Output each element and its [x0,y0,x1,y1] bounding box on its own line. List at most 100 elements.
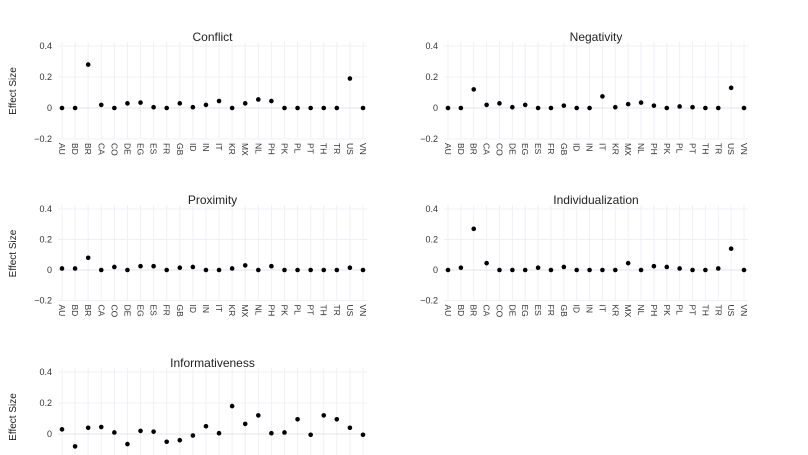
data-point-it [600,94,605,99]
x-tick-label: KR [227,305,237,317]
data-point-th [321,105,327,111]
x-tick-label: EG [520,305,530,317]
x-tick-label: IT [597,305,607,313]
data-point-ca [484,102,489,108]
data-point-au [445,267,451,273]
x-tick-label: BR [469,143,479,155]
x-tick-label: CA [482,305,492,317]
data-point-de [125,101,130,106]
data-point-pt [690,267,695,273]
y-tick-label: −0.2 [420,296,438,306]
y-tick-label: 0.2 [39,235,52,245]
data-point-tr [715,105,721,111]
data-point-th [703,105,708,111]
x-tick-label: BR [469,305,479,317]
data-point-in [203,267,209,273]
data-point-ph [269,430,274,436]
data-point-pt [308,105,313,111]
data-point-in [203,423,209,429]
data-point-pt [308,267,313,273]
data-point-id [190,264,196,270]
data-point-vn [360,105,366,111]
x-tick-label: EG [520,143,530,155]
y-tick-label: −0.2 [34,134,52,144]
x-tick-label: TR [332,305,342,316]
data-point-eg [138,100,143,105]
x-tick-label: DE [122,143,132,155]
data-point-nl [256,97,261,102]
data-point-es [151,263,156,269]
y-tick-label: 0 [433,265,438,275]
x-tick-label: KR [610,305,620,317]
x-tick-label: IT [214,143,224,151]
x-tick-label: CA [482,143,492,155]
data-point-it [600,267,605,273]
data-point-id [190,104,196,110]
x-tick-label: DE [507,143,517,155]
x-tick-label: EG [136,143,146,155]
x-tick-label: PK [279,305,289,317]
x-tick-label: VN [358,305,368,317]
x-tick-label: IN [201,305,211,314]
panel-conflict: 0.4 0.2 0 −0.2 Conflict Effect Size AU BD BR CA CO… [8,30,368,156]
x-tick-label: KR [227,143,237,155]
data-point-ca [484,260,489,266]
x-tick-label: NL [253,305,263,316]
data-point-ph [651,263,657,269]
data-point-kr [229,403,235,409]
y-tick-label: 0.4 [39,204,52,214]
data-point-fr [548,267,554,273]
data-point-it [216,430,222,436]
y-tick-label: 0.2 [425,72,438,82]
data-point-it [216,98,222,104]
x-tick-label: PH [266,305,276,317]
x-tick-label: FR [162,143,172,154]
data-point-kr [229,266,235,271]
y-tick-label: 0 [47,265,52,275]
data-point-bd [72,105,78,111]
y-tick-label: 0 [47,429,52,439]
x-tick-label: AU [57,305,67,317]
x-tick-label: CO [109,143,119,156]
data-point-co [112,105,117,111]
y-tick-label: 0 [433,103,438,113]
data-point-fr [164,267,169,273]
data-point-pk [664,264,670,270]
data-point-nl [256,413,261,418]
x-tick-label: TH [700,143,710,154]
data-point-th [703,267,708,273]
x-tick-label: ID [188,143,198,152]
data-point-pk [282,105,287,111]
data-point-de [125,441,130,447]
x-tick-label: DE [122,305,132,317]
data-point-es [535,105,541,111]
data-point-de [125,267,130,273]
data-point-eg [138,263,143,269]
data-point-fr [548,105,554,111]
data-point-tr [334,416,340,422]
x-tick-label: PK [279,143,289,155]
y-tick-label: 0.2 [425,235,438,245]
x-tick-label: AU [443,305,453,317]
x-tick-label: IN [201,143,211,152]
x-tick-label: CA [96,305,106,317]
data-point-us [728,85,734,91]
data-point-au [59,427,65,432]
data-point-ca [98,102,104,108]
y-tick-label: −0.2 [420,134,438,144]
x-tick-label: CO [494,143,504,156]
data-point-nl [256,267,261,273]
y-tick-label: 0.4 [39,41,52,51]
x-tick-label: DE [507,305,517,317]
data-point-pt [308,432,313,438]
data-point-pk [282,430,287,435]
data-point-vn [360,267,366,273]
y-tick-label: −0.2 [34,296,52,306]
x-tick-label: VN [358,143,368,155]
x-tick-label: ES [533,305,543,317]
x-tick-label: GB [175,143,185,156]
data-point-mx [242,101,248,106]
x-tick-label: PT [688,143,698,154]
x-tick-label: FR [546,305,556,316]
